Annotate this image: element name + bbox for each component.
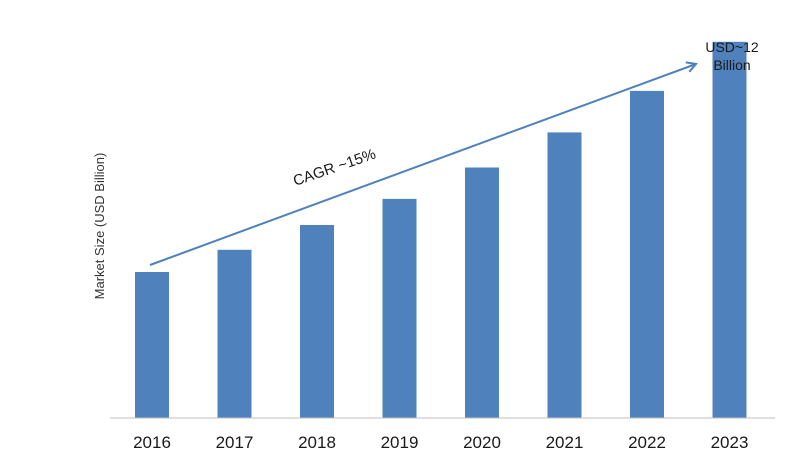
bar-2022 <box>630 90 664 419</box>
x-tick-label-2020: 2020 <box>463 433 501 452</box>
bar-2020 <box>465 167 499 418</box>
bar-2021 <box>547 132 582 418</box>
x-tick-label-2018: 2018 <box>298 433 336 452</box>
cagr-trend-arrow <box>149 64 696 266</box>
x-tick-label-2017: 2017 <box>216 433 254 452</box>
end-value-annotation-line1: USD~12 <box>705 39 759 55</box>
end-value-annotation-line2: Billion <box>713 57 750 73</box>
bar-2019 <box>382 198 417 418</box>
bar-2023 <box>712 41 747 419</box>
y-axis-label: Market Size (USD Billion) <box>92 153 107 300</box>
x-tick-label-2022: 2022 <box>628 433 666 452</box>
x-tick-label-2016: 2016 <box>133 433 171 452</box>
x-tick-label-2021: 2021 <box>546 433 584 452</box>
x-tick-label-2023: 2023 <box>711 433 749 452</box>
bar-2018 <box>300 225 334 418</box>
cagr-annotation: CAGR ~15% <box>291 146 378 190</box>
x-tick-labels: 2016 2017 2018 2019 2020 2021 2022 2023 <box>133 433 748 452</box>
bar-2016 <box>135 272 169 418</box>
bar-2017 <box>217 249 252 418</box>
bars-group <box>135 41 747 419</box>
x-tick-label-2019: 2019 <box>381 433 419 452</box>
